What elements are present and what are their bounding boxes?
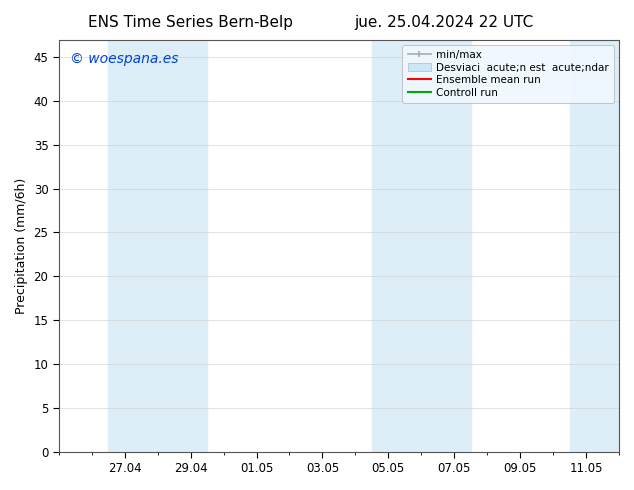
Text: jue. 25.04.2024 22 UTC: jue. 25.04.2024 22 UTC	[354, 15, 533, 30]
Bar	[372, 40, 422, 452]
Bar	[569, 40, 619, 452]
Y-axis label: Precipitation (mm/6h): Precipitation (mm/6h)	[15, 177, 28, 314]
Legend: min/max, Desviaci  acute;n est  acute;ndar, Ensemble mean run, Controll run: min/max, Desviaci acute;n est acute;ndar…	[403, 45, 614, 103]
Bar	[108, 40, 158, 452]
Text: ENS Time Series Bern-Belp: ENS Time Series Bern-Belp	[87, 15, 293, 30]
Text: © woespana.es: © woespana.es	[70, 52, 179, 66]
Bar	[422, 40, 470, 452]
Bar	[158, 40, 207, 452]
